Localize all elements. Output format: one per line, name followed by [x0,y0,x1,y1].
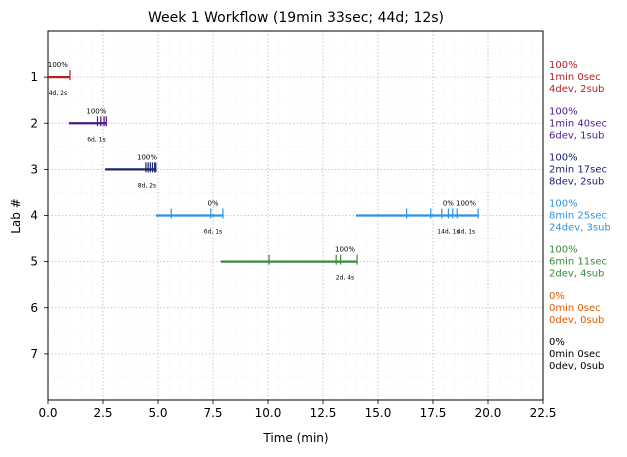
lab-1-summary-line: 100% [549,60,578,71]
lab-4-summary-line: 8min 25sec [549,211,607,222]
lab-3-devsub-label: 8d, 2s [138,182,156,189]
x-tick-label: 22.5 [530,406,557,420]
lab-3-summary-line: 8dev, 2sub [549,176,604,187]
lab-5-summary-line: 2dev, 4sub [549,269,604,280]
lab-1-summary-line: 1min 0sec [549,72,601,83]
lab-5-percent-label: 100% [335,246,355,254]
x-tick-label: 10.0 [255,406,282,420]
lab-6-summary-line: 0dev, 0sub [549,315,604,326]
x-tick-label: 20.0 [475,406,502,420]
y-tick-label: 6 [30,301,38,315]
plot-area: 0.0 2.5 5.0 7.5 10.0 12.5 15.0 17.5 20.0 22.5 1 2 3 4… [30,30,611,420]
y-tick-label: 4 [30,209,38,223]
x-tick-label: 5.0 [148,406,167,420]
y-tick-label: 7 [30,347,38,361]
lab-2-percent-label: 100% [86,107,106,115]
lab-3-summary-line: 100% [549,152,578,163]
lab-6-summary-line: 0% [549,291,565,302]
y-tick-label: 3 [30,162,38,176]
x-tick-label: 2.5 [93,406,112,420]
lab-1-devsub-label: 4d, 2s [49,90,67,97]
x-axis-label: Time (min) [262,431,328,445]
x-tick-label: 7.5 [203,406,222,420]
lab-6-summary-line: 0min 0sec [549,303,601,314]
lab-2-summary-line: 100% [549,106,578,117]
lab-4-devsub-label: 4d, 1s [457,229,475,236]
lab-4-devsub-label: 6d, 1s [204,229,222,236]
lab-4-percent-label: 100% [456,200,476,208]
lab-2-devsub-label: 6d, 1s [87,136,105,143]
x-tick-label: 12.5 [310,406,337,420]
lab-7-summary-line: 0% [549,337,565,348]
x-tick-label: 0.0 [38,406,57,420]
lab-2-summary-line: 1min 40sec [549,118,607,129]
lab-1-summary-line: 4dev, 2sub [549,84,604,95]
x-tick-label: 17.5 [420,406,447,420]
chart-title: Week 1 Workflow (19min 33sec; 44d; 12s) [148,10,444,26]
lab-3-summary-line: 2min 17sec [549,164,607,175]
lab-2-summary-line: 6dev, 1sub [549,130,604,141]
y-tick-label: 2 [30,116,38,130]
lab-4-percent-label: 0% [207,200,218,208]
x-tick-label: 15.0 [365,406,392,420]
y-axis-label: Lab # [9,198,23,234]
lab-7-summary-line: 0dev, 0sub [549,361,604,372]
lab-5-summary-line: 100% [549,245,578,256]
lab-4-devsub-label: 14d, 1s [437,229,459,236]
y-tick-label: 5 [30,255,38,269]
lab-7-summary-line: 0min 0sec [549,349,601,360]
y-tick-label: 1 [30,70,38,84]
lab-5-summary-line: 6min 11sec [549,257,607,268]
lab-4-summary-line: 24dev, 3sub [549,223,611,234]
lab-4-summary-line: 100% [549,199,578,210]
lab-1-percent-label: 100% [48,61,68,69]
lab-4-percent-label: 0% [443,200,454,208]
lab-3-percent-label: 100% [137,153,157,161]
lab-5-devsub-label: 2d, 4s [336,275,354,282]
